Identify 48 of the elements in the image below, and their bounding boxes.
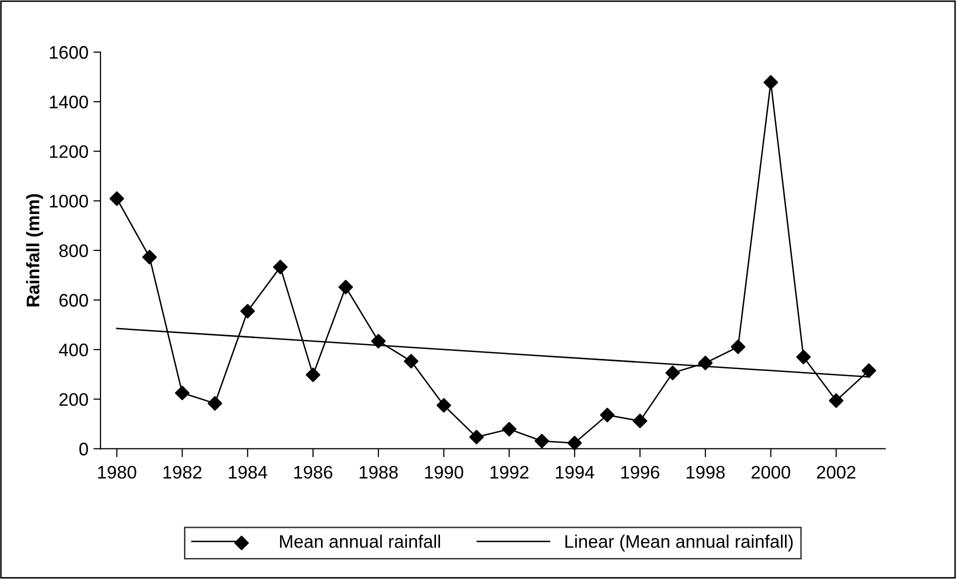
x-tick-label: 1992 (490, 466, 528, 479)
point (862, 363, 876, 378)
x-tick-label: 1998 (686, 466, 725, 479)
y-tick-label: 800 (59, 244, 88, 258)
y-tick-label: 600 (59, 294, 88, 307)
x-tick-label: 1990 (425, 466, 464, 479)
y-tick-label: 0 (79, 442, 88, 456)
x-tick-label: 1996 (621, 466, 660, 479)
legend-label: Mean annual rainfall (280, 534, 440, 548)
point (665, 366, 680, 380)
point (469, 430, 484, 444)
point (698, 356, 713, 370)
point (764, 75, 778, 90)
point (436, 398, 452, 413)
point (730, 340, 746, 354)
y-tick-label: 1200 (50, 145, 88, 158)
point (632, 414, 648, 428)
x-tick-label: 1984 (228, 466, 268, 479)
x-tick-label: 1988 (360, 466, 398, 479)
x-tick-label: 1994 (556, 466, 594, 479)
point (240, 304, 255, 318)
point (110, 191, 124, 206)
y-tick-label: 1600 (50, 46, 88, 59)
legend-label: Linear (Mean annual rainfall) (565, 534, 793, 552)
x-tick-label: 1986 (294, 466, 332, 479)
point (600, 408, 615, 422)
y-tick-label: 1400 (50, 96, 88, 108)
point (142, 250, 157, 264)
point (208, 396, 222, 411)
point (338, 280, 353, 294)
y-tick-label: 400 (58, 344, 88, 356)
point (371, 334, 386, 348)
y-axis-title: Rainfall (mm) (26, 194, 43, 306)
point (404, 354, 418, 369)
x-tick-label: 1982 (164, 466, 202, 479)
point (306, 368, 320, 382)
point (828, 393, 844, 408)
x-tick-label: 1980 (98, 466, 136, 479)
y-tick-label: 1000 (50, 194, 88, 208)
y-tick-label: 200 (59, 393, 88, 406)
point (567, 436, 582, 450)
point (502, 422, 516, 436)
point (534, 434, 550, 448)
point (796, 350, 811, 364)
x-tick-label: 2000 (752, 466, 790, 479)
point (174, 386, 190, 400)
x-tick-label: 2002 (817, 466, 856, 479)
point (273, 260, 288, 274)
